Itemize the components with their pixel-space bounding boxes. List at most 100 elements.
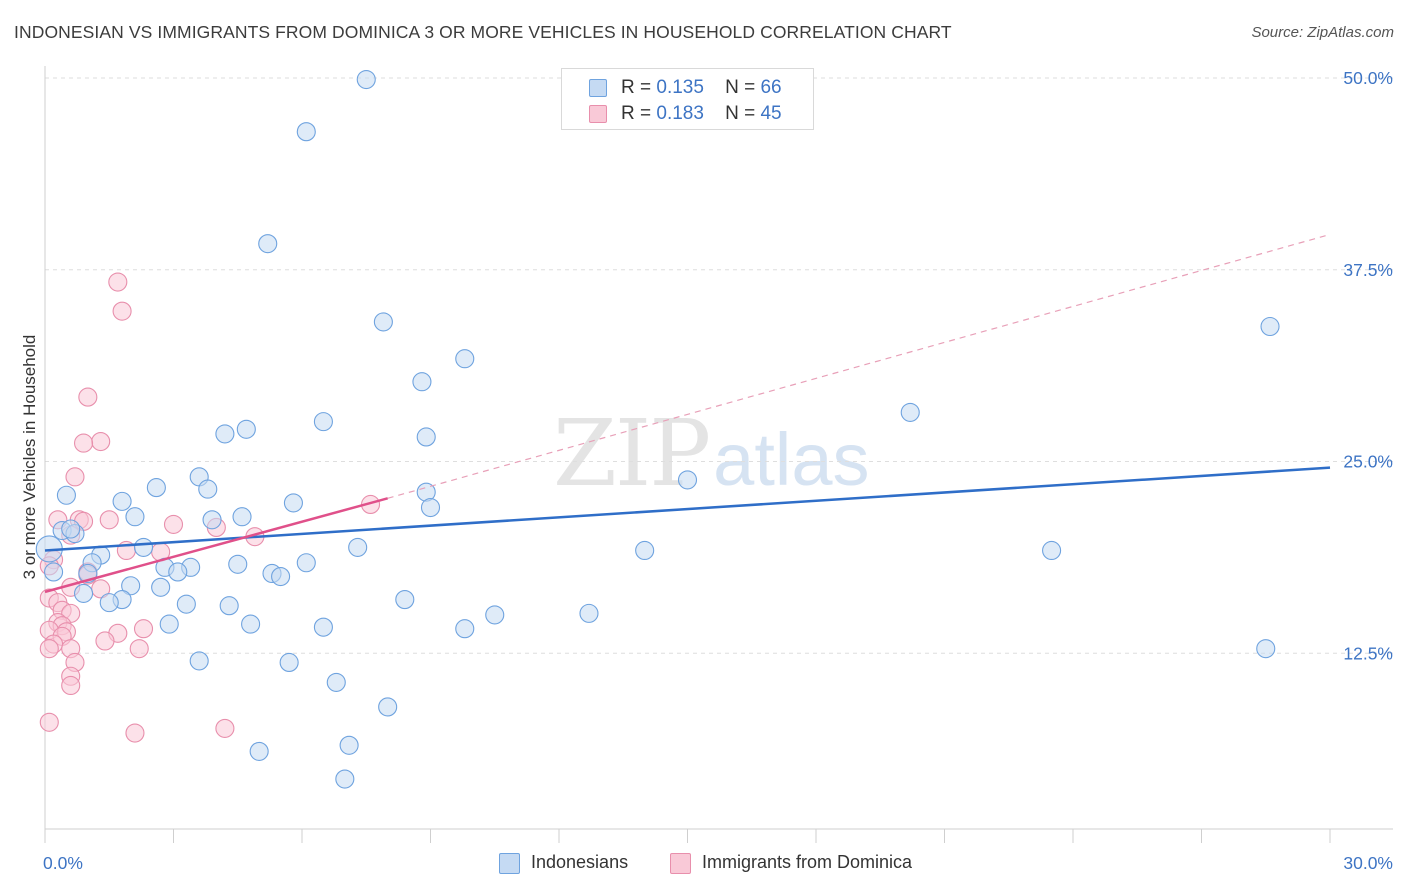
y-tick-label: 37.5% — [1343, 260, 1393, 280]
dominica-point — [78, 387, 98, 407]
indonesians-point — [232, 507, 252, 527]
indonesians-point — [151, 577, 171, 597]
chart-source: Source: ZipAtlas.com — [1251, 24, 1394, 41]
legend-swatch-dominica — [670, 853, 691, 874]
indonesians-point — [296, 122, 316, 142]
n-label: N = — [725, 77, 756, 98]
dominica-swatch — [589, 105, 607, 123]
indonesians-point — [420, 497, 441, 518]
dominica-point — [99, 510, 119, 530]
indonesians-point — [168, 562, 188, 582]
indonesians-point — [198, 479, 218, 499]
r-value-indonesians: 0.135 — [656, 77, 704, 98]
trend-lines — [44, 233, 1331, 594]
indonesians-point — [356, 69, 376, 90]
axes — [44, 66, 1393, 843]
indonesians-point — [228, 554, 248, 574]
r-label: R = — [621, 103, 652, 124]
indonesians-point — [258, 234, 278, 254]
indonesians-point — [313, 412, 333, 432]
indonesians-point — [271, 566, 291, 587]
indonesians-point — [219, 596, 239, 616]
stats-legend-box: R = 0.135 N = 66 R = 0.183 N = 45 — [561, 68, 814, 130]
indonesians-point — [485, 605, 505, 625]
indonesians-point — [348, 537, 368, 557]
indonesians-point — [579, 603, 599, 623]
indonesians-point — [121, 576, 141, 596]
dominica-trend-line — [44, 497, 388, 594]
y-tick-label: 25.0% — [1343, 452, 1393, 472]
dominica-point — [163, 514, 184, 534]
indonesians-point — [189, 651, 209, 671]
indonesians-point — [635, 540, 655, 561]
indonesians-point — [335, 769, 355, 789]
x-tick-label-max: 30.0% — [1343, 853, 1393, 873]
dominica-point — [39, 639, 59, 659]
n-value-indonesians: 66 — [760, 77, 782, 98]
indonesians-point — [56, 485, 76, 505]
tick-labels: 12.5% 25.0% 37.5% 50.0% 0.0% 30.0% — [43, 68, 1393, 873]
dominica-trend-extension — [387, 233, 1331, 499]
n-label: N = — [725, 103, 756, 124]
dominica-point — [112, 301, 132, 321]
indonesians-point — [99, 593, 119, 613]
y-tick-label: 12.5% — [1343, 643, 1393, 663]
x-tick-label-min: 0.0% — [43, 853, 83, 873]
y-axis-label: 3 or more Vehicles in Household — [20, 334, 39, 580]
indonesians-point — [146, 478, 166, 498]
indonesians-point — [249, 741, 269, 761]
dominica-point — [129, 639, 149, 659]
dominica-point — [91, 432, 111, 452]
indonesians-point — [677, 470, 698, 490]
chart-title: INDONESIAN VS IMMIGRANTS FROM DOMINICA 3… — [14, 22, 952, 42]
indonesians-point — [112, 491, 132, 511]
indonesians-point — [416, 427, 436, 447]
indonesians-swatch — [589, 79, 607, 97]
indonesians-point — [373, 312, 393, 332]
indonesians-point — [236, 419, 256, 439]
indonesians-point — [44, 562, 64, 582]
r-label: R = — [621, 77, 652, 98]
indonesians-point — [313, 617, 333, 637]
y-tick-label: 50.0% — [1343, 68, 1393, 88]
indonesians-point — [125, 507, 145, 527]
indonesians-point — [378, 697, 398, 717]
indonesians-point — [283, 493, 303, 513]
indonesians-point — [159, 614, 179, 634]
indonesians-point — [1260, 316, 1280, 337]
indonesians-point — [339, 735, 359, 755]
indonesians-point — [1042, 540, 1062, 561]
n-value-dominica: 45 — [760, 103, 782, 124]
indonesians-point — [900, 402, 920, 422]
indonesians-point — [455, 619, 475, 639]
legend-label-dominica: Immigrants from Dominica — [702, 852, 913, 872]
indonesians-point — [202, 510, 222, 530]
indonesians-point — [176, 594, 196, 614]
dominica-point — [39, 712, 59, 732]
indonesians-point — [1256, 639, 1276, 659]
r-value-dominica: 0.183 — [656, 103, 704, 124]
indonesians-point — [412, 372, 432, 392]
dominica-point — [61, 675, 81, 696]
dominica-point — [108, 272, 128, 292]
legend-label-indonesians: Indonesians — [531, 852, 629, 872]
indonesians-point — [215, 424, 235, 444]
indonesians-point — [326, 672, 346, 692]
dominica-point — [65, 467, 85, 487]
indonesians-point — [133, 537, 154, 557]
indonesians-point — [241, 614, 261, 634]
dominica-point — [125, 723, 145, 743]
legend-swatch-indonesians — [499, 853, 520, 874]
indonesians-point — [395, 590, 415, 610]
dominica-point — [133, 619, 154, 639]
dominica-point — [95, 631, 115, 651]
dominica-point — [215, 718, 235, 738]
data-points — [35, 69, 1280, 789]
indonesians-point — [296, 553, 316, 573]
indonesians-point — [279, 652, 299, 673]
gridlines — [45, 77, 1394, 654]
dominica-point — [74, 433, 94, 453]
indonesians-point — [61, 519, 81, 539]
indonesians-point — [455, 349, 475, 369]
